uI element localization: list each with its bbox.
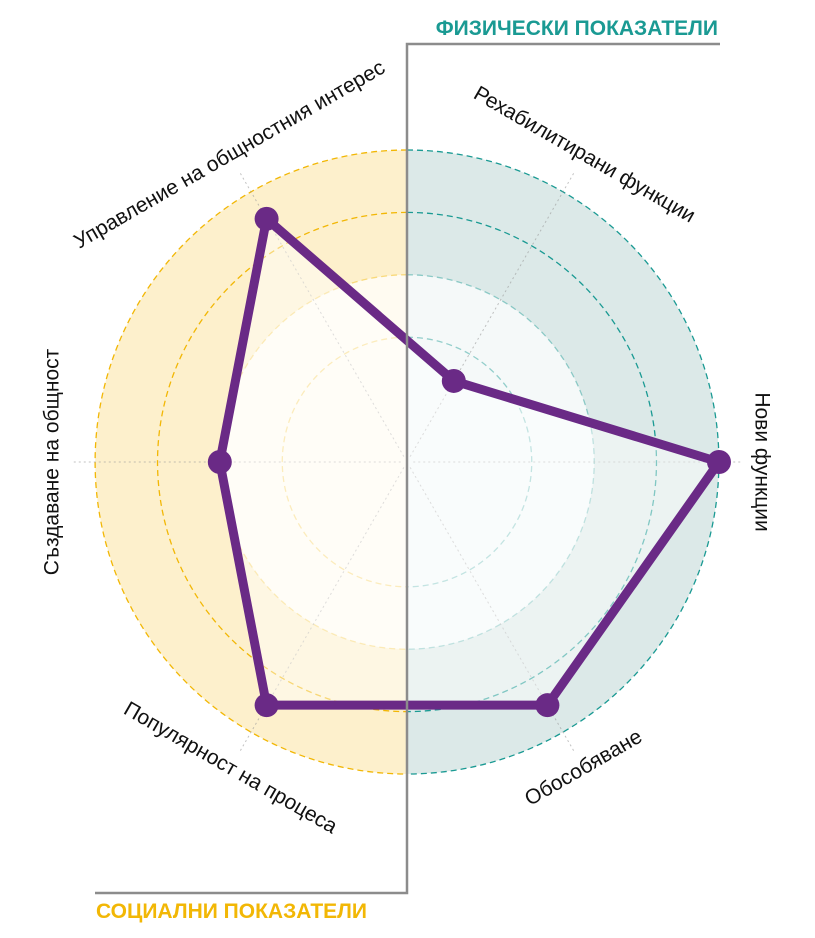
physical-indicators-title: ФИЗИЧЕСКИ ПОКАЗАТЕЛИ	[436, 17, 718, 40]
social-indicators-title: СОЦИАЛНИ ПОКАЗАТЕЛИ	[96, 900, 367, 923]
grid-ring-physical	[406, 149, 720, 775]
group-divider-line	[95, 42, 720, 895]
axis-label: Нови функции	[750, 392, 773, 531]
grid-ring-social	[281, 336, 408, 588]
series-point	[254, 693, 279, 718]
series-layer	[207, 206, 731, 718]
grid-ring-social	[94, 149, 408, 775]
series-point	[207, 450, 232, 474]
series-point	[254, 206, 279, 231]
series-point	[707, 450, 731, 474]
series-point	[441, 368, 466, 393]
grid-ring-physical	[406, 336, 533, 588]
grid-ring-physical	[406, 211, 658, 713]
axis-label: Създаване на общност	[41, 348, 64, 575]
series-point	[535, 693, 560, 718]
background-layer	[95, 150, 719, 774]
